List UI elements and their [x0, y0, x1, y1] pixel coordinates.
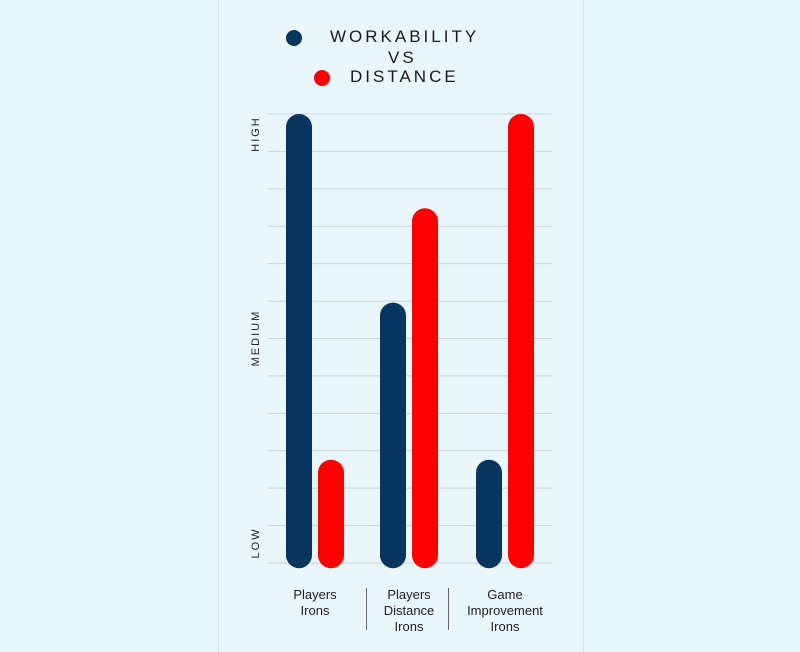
bar-workability-1 — [380, 302, 406, 569]
category-label: Players Distance Irons — [383, 587, 435, 634]
legend-dot-distance — [314, 70, 330, 86]
category-divider — [448, 588, 449, 630]
legend-dot-workability — [286, 30, 302, 46]
bar-workability-0 — [286, 114, 312, 569]
legend-label-workability: WORKABILITY — [330, 27, 480, 46]
bar-distance-0 — [318, 459, 344, 569]
legend-label-distance: DISTANCE — [350, 67, 459, 86]
legend-label-vs: VS — [388, 48, 417, 67]
category-divider — [366, 588, 367, 630]
category-label: Game Improvement Irons — [467, 587, 543, 634]
bar-distance-1 — [412, 208, 438, 569]
bar-distance-2 — [508, 114, 534, 569]
category-label: Players Irons — [293, 587, 337, 618]
bar-workability-2 — [476, 459, 502, 569]
legend: WORKABILITY VS DISTANCE — [0, 0, 800, 100]
